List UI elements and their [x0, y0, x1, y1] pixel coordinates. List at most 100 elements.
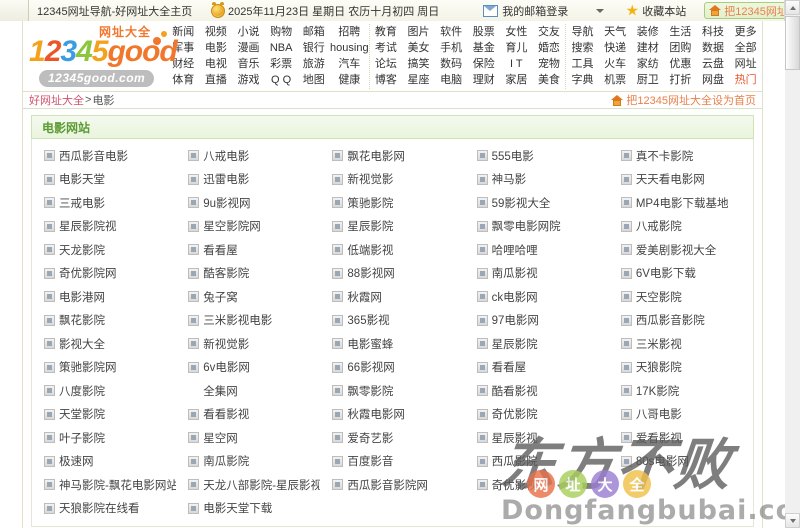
- link-item[interactable]: 哈哩哈哩: [465, 242, 609, 258]
- link-label[interactable]: 哈哩哈哩: [491, 244, 538, 257]
- link-label[interactable]: 酷客影院: [203, 268, 250, 281]
- nav-link-16-3[interactable]: 网盘: [701, 73, 724, 86]
- link-item[interactable]: 天狼影院: [609, 359, 753, 375]
- link-item[interactable]: 飘花电影网: [320, 148, 464, 164]
- link-label[interactable]: 低端影视: [347, 244, 394, 257]
- nav-link-11-3[interactable]: 美食: [537, 73, 560, 86]
- link-item[interactable]: 电影蜜蜂: [320, 336, 464, 352]
- nav-link-15-2[interactable]: 优惠: [669, 57, 692, 70]
- nav-link-9-3[interactable]: 理财: [472, 73, 495, 86]
- scroll-down-button[interactable]: [785, 513, 800, 528]
- link-label[interactable]: 极速网: [59, 456, 94, 469]
- link-label[interactable]: 天龙影院: [59, 244, 105, 257]
- link-item[interactable]: 555电影: [465, 148, 609, 164]
- link-item[interactable]: 电影天堂: [32, 171, 176, 187]
- link-item[interactable]: 三米影视电影: [176, 312, 320, 328]
- link-item[interactable]: 电影天堂下载: [176, 500, 320, 516]
- nav-link-1-3[interactable]: 直播: [204, 73, 227, 86]
- link-item[interactable]: 极速网: [32, 453, 176, 469]
- nav-link-2-2[interactable]: 音乐: [237, 57, 260, 70]
- link-label[interactable]: 电影天堂: [59, 174, 105, 187]
- link-label[interactable]: 电影蜜蜂: [347, 338, 394, 351]
- link-label[interactable]: 飘花电影网: [347, 150, 405, 163]
- nav-link-14-0[interactable]: 装修: [636, 26, 659, 39]
- breadcrumb-home[interactable]: 好网址大全: [29, 95, 84, 107]
- link-label[interactable]: 策驰影院网: [59, 362, 117, 375]
- link-label[interactable]: 西瓜影音影院网: [347, 479, 428, 492]
- link-item[interactable]: 星辰影院视: [32, 218, 176, 234]
- link-item[interactable]: 看看屋: [465, 359, 609, 375]
- link-item[interactable]: 星辰影院: [320, 218, 464, 234]
- nav-link-11-1[interactable]: 婚恋: [537, 42, 560, 55]
- nav-link-4-0[interactable]: 邮箱: [302, 26, 325, 39]
- nav-link-4-1[interactable]: 银行: [302, 42, 325, 55]
- link-label[interactable]: 秋霞电影网: [347, 409, 405, 422]
- link-item[interactable]: 飘零影院: [320, 383, 464, 399]
- link-label[interactable]: 星辰影院: [347, 221, 394, 234]
- nav-link-9-0[interactable]: 股票: [472, 26, 495, 39]
- nav-link-12-2[interactable]: 工具: [571, 57, 594, 70]
- nav-link-15-1[interactable]: 团购: [669, 42, 692, 55]
- link-item[interactable]: 天龙影院: [32, 242, 176, 258]
- nav-link-6-3[interactable]: 博客: [374, 73, 397, 86]
- link-item[interactable]: 兔子窝: [176, 289, 320, 305]
- link-item[interactable]: 神马影院-飘花电影网站: [32, 477, 176, 493]
- link-label[interactable]: 6V电影下载: [635, 268, 696, 281]
- nav-link-7-0[interactable]: 图片: [407, 26, 430, 39]
- link-label[interactable]: 天狼影院在线看: [59, 503, 140, 516]
- link-item[interactable]: 真不卡影院: [609, 148, 753, 164]
- link-item[interactable]: 低端影视: [320, 242, 464, 258]
- site-logo[interactable]: 网址大全 12345good 12345good.com: [23, 21, 178, 91]
- link-label[interactable]: 飘零电影网院: [491, 221, 561, 234]
- nav-link-6-1[interactable]: 考试: [374, 42, 397, 55]
- nav-link-10-3[interactable]: 家居: [505, 73, 528, 86]
- set-homepage-link[interactable]: 把12345网址大全设为首页: [611, 92, 756, 108]
- link-label[interactable]: 星辰影院: [491, 338, 538, 351]
- link-item[interactable]: 三戒电影: [32, 195, 176, 211]
- link-item[interactable]: 三米影视: [609, 336, 753, 352]
- link-item[interactable]: 星辰影视: [465, 430, 609, 446]
- nav-link-0-2[interactable]: 财经: [172, 57, 195, 70]
- nav-link-13-0[interactable]: 天气: [604, 26, 627, 39]
- scrollbar-thumb[interactable]: [785, 16, 800, 70]
- nav-link-3-0[interactable]: 购物: [270, 26, 293, 39]
- link-label[interactable]: 三米影视: [635, 338, 682, 351]
- nav-link-13-3[interactable]: 机票: [604, 73, 627, 86]
- link-item[interactable]: MP4电影下载基地: [609, 195, 753, 211]
- nav-link-11-2[interactable]: 宠物: [537, 57, 560, 70]
- link-item[interactable]: 爱看影视: [609, 430, 753, 446]
- scroll-up-button[interactable]: [785, 0, 800, 15]
- link-label[interactable]: 看看屋: [491, 362, 527, 375]
- nav-link-7-2[interactable]: 搞笑: [407, 57, 430, 70]
- link-label[interactable]: 365影视: [347, 315, 390, 328]
- nav-link-16-2[interactable]: 云盘: [701, 57, 724, 70]
- link-label[interactable]: 迅雷电影: [203, 174, 250, 187]
- link-item[interactable]: 奇优影院: [465, 406, 609, 422]
- link-label[interactable]: 神马影院-飘花电影网站: [59, 479, 177, 492]
- link-label[interactable]: 神马影: [491, 174, 527, 187]
- nav-link-11-0[interactable]: 交友: [537, 26, 560, 39]
- nav-link-4-3[interactable]: 地图: [302, 73, 325, 86]
- link-item[interactable]: 9u影视网: [176, 195, 320, 211]
- link-item[interactable]: 59影视大全: [465, 195, 609, 211]
- nav-link-14-2[interactable]: 家纺: [636, 57, 659, 70]
- link-item[interactable]: 西瓜影音影院网: [320, 477, 464, 493]
- nav-link-10-2[interactable]: I T: [510, 57, 523, 70]
- nav-link-4-2[interactable]: 旅游: [302, 57, 325, 70]
- link-label[interactable]: 看看屋: [203, 244, 238, 257]
- link-label[interactable]: 策驰影院: [347, 197, 394, 210]
- address-bar[interactable]: 把12345网址大全设为首页: [704, 2, 800, 19]
- nav-link-15-0[interactable]: 生活: [669, 26, 692, 39]
- link-item[interactable]: 新视觉影: [176, 336, 320, 352]
- link-item[interactable]: 八度影院: [32, 383, 176, 399]
- nav-link-0-0[interactable]: 新闻: [172, 26, 195, 39]
- link-label[interactable]: 9u影视网: [203, 197, 251, 210]
- link-label[interactable]: 八度影院: [59, 385, 105, 398]
- link-label[interactable]: 看看影视: [203, 409, 250, 422]
- link-label[interactable]: 555电影: [491, 150, 534, 163]
- link-label[interactable]: 八戒电影: [203, 150, 250, 163]
- nav-link-5-3[interactable]: 健康: [338, 73, 361, 86]
- link-label[interactable]: 新视觉影: [347, 174, 394, 187]
- nav-link-16-1[interactable]: 数据: [701, 42, 724, 55]
- link-label[interactable]: 6v电影网: [203, 362, 250, 375]
